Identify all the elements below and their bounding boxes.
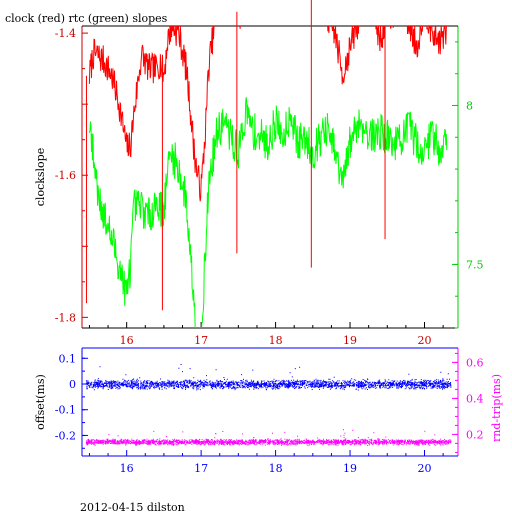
series-rtt-points <box>85 438 452 446</box>
bottom-right-tick-label: 0.6 <box>466 356 484 369</box>
rnd-trip-axis-label: rnd-trip(ms) <box>490 374 503 442</box>
left-tick-label: -1.6 <box>55 169 76 182</box>
top-panel: -1.4 -1.6 -1.8 8 7.5 16 17 18 19 20 clockslope <box>34 0 484 347</box>
x-tick-label: 18 <box>269 334 283 347</box>
offset-axis-label: offset(ms) <box>34 374 47 430</box>
left-tick-label: -1.4 <box>55 27 76 40</box>
x-tick-label: 17 <box>194 334 208 347</box>
bottom-left-tick-label: 0.1 <box>59 352 77 365</box>
bottom-x-tick-label: 19 <box>343 462 357 475</box>
bottom-right-tick-label: 0.4 <box>466 392 484 405</box>
bottom-x-tick-label: 17 <box>194 462 208 475</box>
bottom-panel: 0.1 0 -0.1 -0.2 0.6 0.4 0.2 16 17 18 19 20 offset(ms… <box>34 347 503 475</box>
left-tick-label: -1.8 <box>55 311 76 324</box>
bottom-left-tick-label: -0.1 <box>55 404 76 417</box>
right-tick-label: 7.5 <box>466 258 484 271</box>
bottom-x-tick-label: 16 <box>120 462 134 475</box>
bottom-x-tick-label: 20 <box>417 462 431 475</box>
bottom-left-tick-label: -0.2 <box>55 429 76 442</box>
series-rtc-line <box>88 97 448 328</box>
series-offset-points <box>85 378 452 391</box>
right-tick-label: 8 <box>466 99 473 112</box>
x-tick-label: 16 <box>120 334 134 347</box>
series-clock-line <box>88 26 447 202</box>
x-tick-label: 19 <box>343 334 357 347</box>
bottom-left-tick-label: 0 <box>69 378 76 391</box>
x-tick-label: 20 <box>417 334 431 347</box>
footer-label: 2012-04-15 dilston <box>80 501 185 512</box>
chart-title: clock (red) rtc (green) slopes <box>5 12 168 25</box>
y-axis-label: clockslope <box>34 148 47 206</box>
bottom-right-tick-label: 0.2 <box>466 428 484 441</box>
bottom-x-tick-label: 18 <box>269 462 283 475</box>
